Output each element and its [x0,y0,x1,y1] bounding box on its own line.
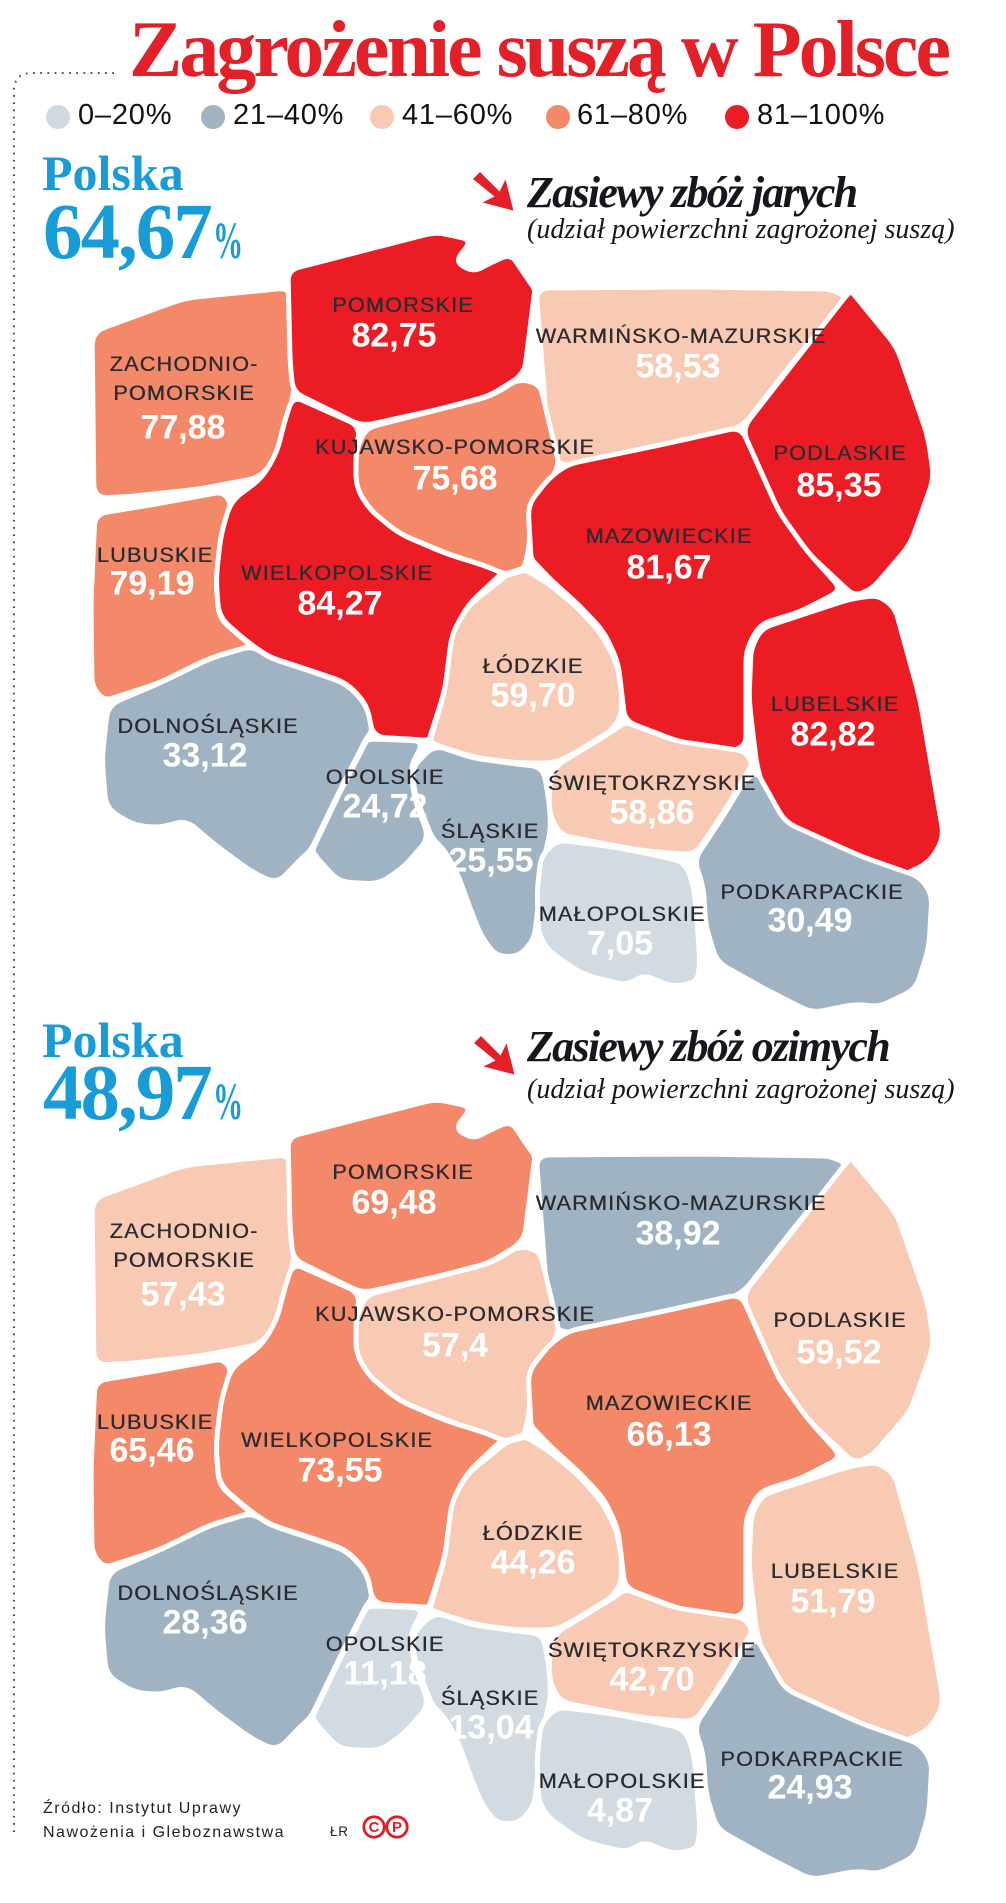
svg-text:C: C [369,1819,380,1836]
svg-text:P: P [392,1819,402,1836]
